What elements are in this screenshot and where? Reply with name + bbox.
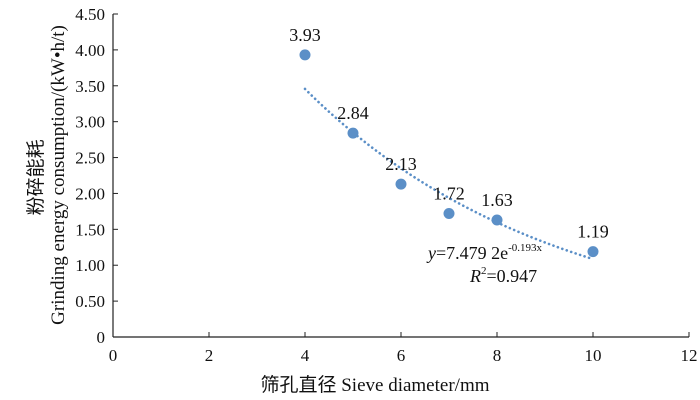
x-tick-label: 2 — [205, 346, 214, 365]
r-squared: R2=0.947 — [469, 265, 537, 286]
y-axis-title: 粉碎能耗 Grinding energy consumption/(kW•h/t… — [25, 25, 69, 325]
y-tick-label: 3.00 — [75, 113, 105, 132]
x-tick-label: 12 — [681, 346, 698, 365]
data-labels: 3.93 2.84 2.13 1.72 1.63 1.19 — [289, 25, 609, 242]
x-tick-label: 8 — [493, 346, 502, 365]
r2-var: R — [469, 266, 481, 286]
data-point — [347, 127, 359, 139]
data-point — [587, 246, 599, 258]
y-axis-title-en: Grinding energy consumption/(kW•h/t) — [48, 25, 69, 325]
data-points — [299, 49, 599, 258]
equation-body: =7.479 2e — [436, 243, 508, 263]
r2-superscript: 2 — [481, 265, 487, 277]
y-ticks: 0 0.50 1.00 1.50 2.00 2.50 3.00 3.50 4.00 4.50 — [75, 5, 118, 347]
y-tick-label: 1.00 — [75, 256, 105, 275]
r2-value: =0.947 — [487, 266, 538, 286]
data-label: 2.84 — [337, 103, 369, 123]
x-axis-title: 筛孔直径 Sieve diameter/mm — [260, 374, 489, 396]
x-tick-label: 6 — [397, 346, 406, 365]
y-tick-label: 2.00 — [75, 184, 105, 203]
y-tick-label: 1.50 — [75, 220, 105, 239]
data-label: 1.72 — [433, 184, 465, 204]
data-point — [299, 49, 311, 61]
equation-y-var: y — [426, 243, 436, 263]
y-tick-label: 0.50 — [75, 292, 105, 311]
x-tick-label: 0 — [109, 346, 118, 365]
y-tick-label: 4.50 — [75, 5, 105, 24]
data-label: 1.19 — [577, 222, 609, 242]
data-label: 2.13 — [385, 154, 417, 174]
data-label: 3.93 — [289, 25, 321, 45]
axes — [112, 14, 689, 338]
trend-equation: y=7.479 2e-0.193x — [426, 242, 543, 263]
data-point — [491, 214, 503, 226]
data-label: 1.63 — [481, 190, 513, 210]
data-point — [395, 178, 407, 190]
y-tick-label: 0 — [97, 328, 106, 347]
x-tick-label: 10 — [585, 346, 602, 365]
data-point — [443, 208, 455, 220]
y-tick-label: 4.00 — [75, 41, 105, 60]
y-tick-label: 3.50 — [75, 77, 105, 96]
y-tick-label: 2.50 — [75, 149, 105, 168]
y-axis-title-cn: 粉碎能耗 — [25, 139, 47, 215]
x-ticks: 0 2 4 6 8 10 12 — [109, 332, 698, 365]
x-tick-label: 4 — [301, 346, 310, 365]
equation-exponent: -0.193x — [508, 242, 542, 254]
